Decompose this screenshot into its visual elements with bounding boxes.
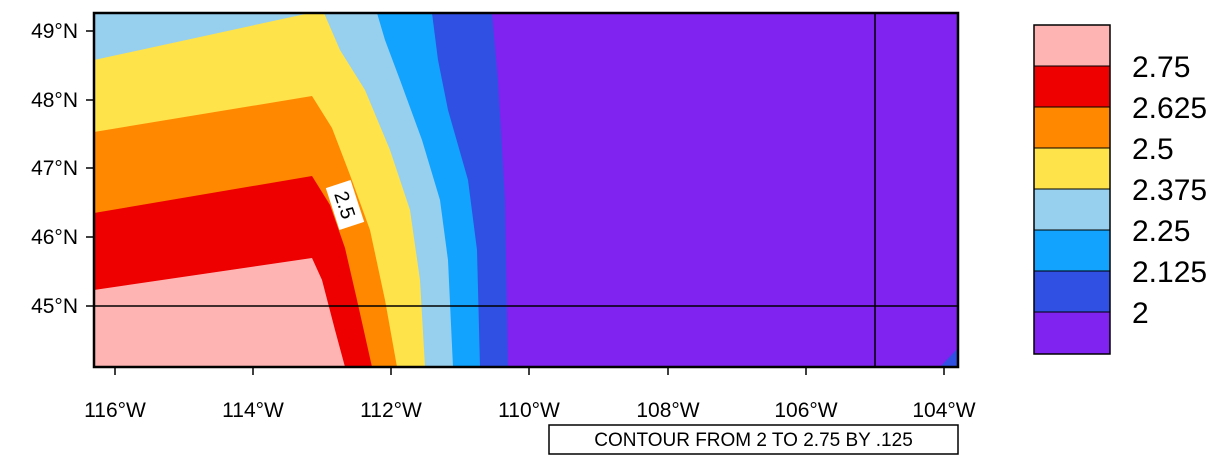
lon-label-110: 110°W <box>498 399 560 422</box>
lat-tick-47: 47°N <box>31 157 94 180</box>
legend-swatch <box>1033 311 1111 355</box>
lat-label-48: 48°N <box>31 89 78 112</box>
grid-lines <box>94 13 958 367</box>
lat-tick-48: 48°N <box>31 89 94 112</box>
lon-label-116: 116°W <box>84 399 146 422</box>
lon-tick-110: 110°W <box>498 367 560 422</box>
lon-tick-104: 104°W <box>912 367 976 422</box>
lon-label-108: 108°W <box>636 399 699 422</box>
plot-frame <box>92 11 960 369</box>
lat-tick-45: 45°N <box>31 295 94 318</box>
legend: 2.75 2.625 2.5 2.375 2.25 2.125 2 <box>1033 24 1207 355</box>
legend-swatch <box>1033 65 1111 108</box>
legend-label-2-75: 2.75 <box>1132 51 1190 84</box>
legend-swatch <box>1033 147 1111 190</box>
legend-swatch <box>1033 24 1111 67</box>
legend-swatch <box>1033 270 1111 313</box>
contour-label-box <box>325 180 365 230</box>
lat-label-49: 49°N <box>31 20 78 43</box>
legend-label-2-375: 2.375 <box>1132 174 1207 207</box>
lon-label-106: 106°W <box>774 399 837 422</box>
legend-label-2: 2 <box>1132 297 1149 330</box>
lon-tick-112: 112°W <box>360 367 422 422</box>
lon-label-114: 114°W <box>222 399 284 422</box>
contour-info-box: CONTOUR FROM 2 TO 2.75 BY .125 <box>548 424 959 455</box>
lat-label-46: 46°N <box>31 226 78 249</box>
legend-swatch <box>1033 229 1111 272</box>
lat-label-45: 45°N <box>31 295 78 318</box>
contour-info-label: CONTOUR FROM 2 TO 2.75 BY .125 <box>594 430 913 451</box>
lon-tick-114: 114°W <box>222 367 284 422</box>
legend-label-2-5: 2.5 <box>1132 133 1174 166</box>
legend-label-2-625: 2.625 <box>1132 92 1207 125</box>
map-plot-area <box>94 13 958 367</box>
lon-tick-106: 106°W <box>774 367 838 422</box>
lon-label-104: 104°W <box>912 399 975 422</box>
latitude-axis: 49°N 48°N 47°N 46°N 45°N <box>31 20 94 318</box>
longitude-axis: 116°W 114°W 112°W 110°W 108°W 106°W 104°… <box>84 367 976 422</box>
legend-label-2-125: 2.125 <box>1132 256 1207 289</box>
contour-band-2-75 <box>94 258 345 367</box>
lat-tick-46: 46°N <box>31 226 94 249</box>
legend-swatch <box>1033 188 1111 231</box>
legend-label-2-25: 2.25 <box>1132 215 1190 248</box>
lon-tick-108: 108°W <box>636 367 700 422</box>
contour-corner-patch <box>940 348 958 367</box>
lon-label-112: 112°W <box>360 399 422 422</box>
legend-frame <box>1033 24 1111 355</box>
lat-tick-49: 49°N <box>31 20 94 43</box>
lon-tick-116: 116°W <box>84 367 146 422</box>
lat-label-47: 47°N <box>31 157 78 180</box>
legend-swatch <box>1033 106 1111 149</box>
